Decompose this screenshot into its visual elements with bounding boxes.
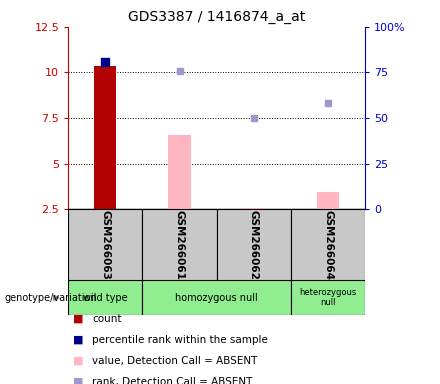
Bar: [143, 209, 217, 280]
Bar: [68, 280, 143, 315]
Text: wild type: wild type: [83, 293, 128, 303]
Bar: [243, 208, 265, 209]
Text: homozygous null: homozygous null: [175, 293, 258, 303]
Text: GSM266062: GSM266062: [249, 210, 259, 280]
Text: heterozygous
null: heterozygous null: [300, 288, 357, 307]
Text: percentile rank within the sample: percentile rank within the sample: [92, 335, 268, 345]
Point: [102, 58, 109, 65]
Text: ■: ■: [73, 377, 83, 384]
Text: rank, Detection Call = ABSENT: rank, Detection Call = ABSENT: [92, 377, 253, 384]
Text: ■: ■: [73, 314, 83, 324]
Text: value, Detection Call = ABSENT: value, Detection Call = ABSENT: [92, 356, 258, 366]
Text: count: count: [92, 314, 122, 324]
Text: GSM266064: GSM266064: [323, 210, 333, 280]
Title: GDS3387 / 1416874_a_at: GDS3387 / 1416874_a_at: [128, 10, 305, 25]
Bar: [143, 280, 291, 315]
Point: [325, 99, 332, 106]
Text: GSM266061: GSM266061: [175, 210, 184, 280]
Bar: [169, 136, 191, 209]
Text: ■: ■: [73, 356, 83, 366]
Bar: [291, 280, 365, 315]
Bar: [94, 66, 117, 209]
Text: genotype/variation: genotype/variation: [4, 293, 97, 303]
Bar: [217, 209, 291, 280]
Bar: [317, 192, 339, 209]
Bar: [291, 209, 365, 280]
Point: [250, 115, 257, 121]
Text: GSM266063: GSM266063: [100, 210, 110, 280]
Point: [176, 68, 183, 74]
Bar: [68, 209, 143, 280]
Text: ■: ■: [73, 335, 83, 345]
